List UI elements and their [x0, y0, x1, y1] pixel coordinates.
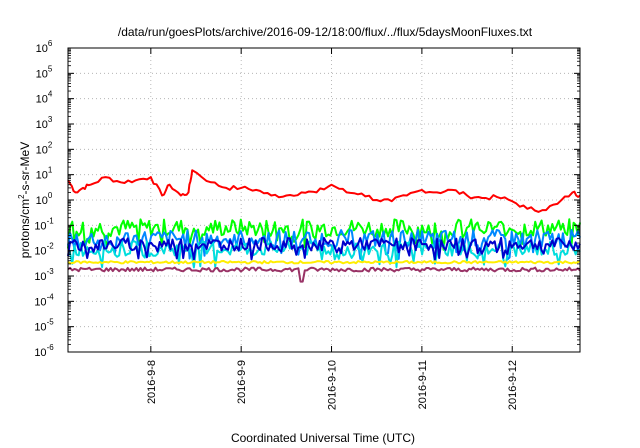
y-axis-label: protons/cm2-s-sr-MeV [17, 142, 32, 258]
y-axis-label-tail: -s-sr-MeV [18, 142, 32, 195]
x-axis-label: Coordinated Universal Time (UTC) [231, 431, 415, 445]
series-line-7 [67, 266, 581, 283]
y-ticks: 10-6 10-5 10-4 10-3 10-2 10-1 100 101 102 103 104 1… [34, 39, 580, 359]
x-tick-label: 2016-9-8 [146, 360, 158, 404]
y-tick-label: 106 [36, 39, 53, 55]
x-tick-label: 2016-9-9 [236, 360, 248, 404]
y-tick-label: 10-5 [34, 318, 54, 334]
y-tick-label: 101 [36, 166, 53, 182]
y-tick-label: 102 [36, 140, 53, 156]
y-tick-label: 105 [36, 64, 53, 80]
series-line-6 [67, 260, 581, 265]
x-tick-label: 2016-9-11 [417, 360, 429, 409]
y-axis-label-main: protons/cm [18, 199, 32, 258]
series-line-3 [67, 228, 581, 261]
y-tick-label: 10-6 [34, 343, 54, 359]
series-group [67, 169, 581, 283]
x-ticks: 2016-9-8 2016-9-9 2016-9-10 2016-9-11 2016-9… [146, 48, 519, 410]
series-line-5 [67, 236, 581, 261]
y-tick-label: 104 [36, 90, 53, 106]
x-tick-label: 2016-9-12 [507, 360, 519, 410]
y-tick-label: 10-1 [34, 216, 54, 232]
y-tick-label: 103 [36, 115, 53, 131]
y-axis-label-exponent: 2 [17, 194, 26, 199]
series-line-2 [67, 218, 581, 251]
series-line-1 [67, 169, 581, 213]
series-line-4 [67, 240, 581, 269]
chart-title: /data/run/goesPlots/archive/2016-09-12/1… [118, 25, 533, 39]
x-tick-label: 2016-9-10 [327, 360, 339, 410]
y-tick-label: 10-2 [34, 242, 54, 258]
y-tick-label: 100 [36, 191, 53, 207]
grid [68, 47, 580, 353]
y-tick-label: 10-4 [34, 292, 54, 308]
y-tick-label: 10-3 [34, 267, 54, 283]
